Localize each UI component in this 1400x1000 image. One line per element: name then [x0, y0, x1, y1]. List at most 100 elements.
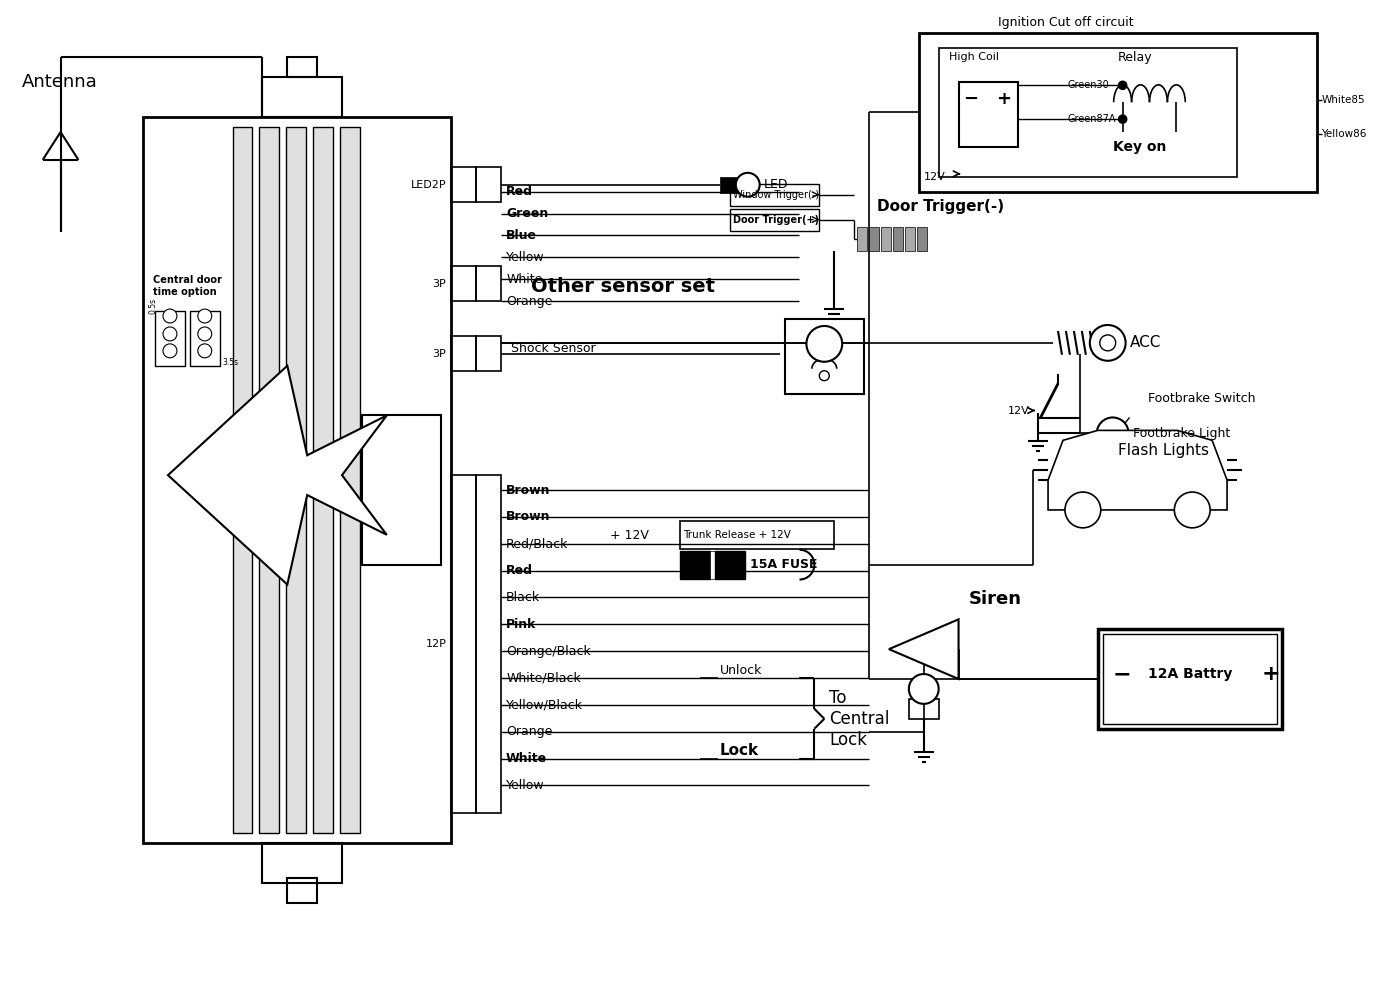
Text: Red: Red	[505, 185, 533, 198]
Bar	[287, 57, 318, 77]
Text: White: White	[505, 273, 542, 286]
Text: Pink: Pink	[505, 618, 536, 631]
Circle shape	[909, 674, 938, 704]
Circle shape	[162, 344, 176, 358]
Bar	[729, 209, 819, 231]
Circle shape	[1100, 335, 1116, 351]
Circle shape	[197, 344, 211, 358]
Text: Ignition Cut off circuit: Ignition Cut off circuit	[998, 16, 1134, 29]
Text: Orange: Orange	[505, 725, 553, 738]
Text: Shock Sensor: Shock Sensor	[511, 342, 595, 355]
Text: Siren: Siren	[969, 590, 1022, 608]
Bar	[476, 167, 501, 202]
Circle shape	[197, 327, 211, 341]
Text: −: −	[1113, 664, 1131, 684]
Circle shape	[1119, 115, 1127, 123]
Bar	[262, 843, 342, 883]
Bar	[451, 336, 476, 371]
Bar	[287, 878, 318, 903]
Bar	[857, 227, 867, 251]
Text: LED2P: LED2P	[410, 180, 447, 190]
Text: Footbrake Light: Footbrake Light	[1133, 427, 1229, 440]
Text: To
Central
Lock: To Central Lock	[829, 689, 889, 749]
Circle shape	[1089, 325, 1126, 361]
Bar	[784, 319, 864, 394]
Text: Brown: Brown	[505, 510, 550, 523]
Text: Flash Lights: Flash Lights	[1117, 443, 1208, 458]
Bar	[959, 82, 1018, 147]
Circle shape	[1175, 492, 1210, 528]
Bar	[190, 311, 220, 366]
Text: 0.5s: 0.5s	[148, 298, 157, 314]
Text: 12V: 12V	[924, 172, 945, 182]
Bar	[909, 699, 938, 719]
Text: High Coil: High Coil	[949, 52, 998, 62]
Text: Red: Red	[505, 564, 533, 577]
Bar	[1098, 629, 1282, 729]
Text: Yellow: Yellow	[505, 779, 545, 792]
Text: Key on: Key on	[1113, 140, 1166, 154]
Text: 12V: 12V	[1008, 406, 1030, 416]
Bar	[361, 415, 441, 565]
Text: Central door
time option: Central door time option	[153, 275, 223, 297]
Bar	[314, 127, 333, 833]
Polygon shape	[168, 366, 386, 585]
Circle shape	[1065, 492, 1100, 528]
Text: + 12V: + 12V	[610, 529, 650, 542]
Bar	[451, 167, 476, 202]
Text: Door Trigger(-): Door Trigger(-)	[876, 199, 1004, 214]
Text: Black: Black	[505, 591, 540, 604]
Bar	[680, 551, 710, 579]
Text: Other sensor set: Other sensor set	[531, 277, 715, 296]
Bar	[476, 266, 501, 301]
Text: Blue: Blue	[505, 229, 538, 242]
Bar	[904, 227, 914, 251]
Text: 12A Battry: 12A Battry	[1148, 667, 1232, 681]
Text: 15A FUSE: 15A FUSE	[750, 558, 818, 571]
Bar	[881, 227, 890, 251]
Text: Door Trigger(+): Door Trigger(+)	[732, 215, 819, 225]
Text: +: +	[1261, 664, 1281, 684]
Bar	[918, 33, 1316, 192]
Text: Trunk Release + 12V: Trunk Release + 12V	[683, 530, 791, 540]
Bar	[720, 177, 742, 193]
Text: Orange: Orange	[505, 295, 553, 308]
Bar	[232, 127, 252, 833]
Text: White85: White85	[1322, 95, 1365, 105]
Bar	[155, 311, 185, 366]
Bar	[710, 551, 715, 579]
Bar	[476, 475, 501, 813]
Text: 3.5s: 3.5s	[223, 358, 239, 367]
Bar	[680, 521, 834, 549]
Text: −: −	[963, 90, 979, 108]
Bar	[476, 336, 501, 371]
Circle shape	[162, 309, 176, 323]
Circle shape	[806, 326, 843, 362]
Text: Orange/Black: Orange/Black	[505, 645, 591, 658]
Text: Red/Black: Red/Black	[505, 537, 568, 550]
Bar	[1103, 634, 1277, 724]
Bar	[143, 117, 451, 843]
Text: 12P: 12P	[426, 639, 447, 649]
Text: Footbrake Switch: Footbrake Switch	[1148, 392, 1254, 405]
Circle shape	[197, 309, 211, 323]
Text: 3P: 3P	[433, 349, 447, 359]
Text: ACC: ACC	[1130, 335, 1161, 350]
Text: Green87A: Green87A	[1068, 114, 1116, 124]
Text: Brown: Brown	[505, 484, 550, 497]
Text: 3P: 3P	[433, 279, 447, 289]
Polygon shape	[1049, 430, 1226, 510]
Text: Relay: Relay	[1117, 51, 1152, 64]
Bar	[893, 227, 903, 251]
Polygon shape	[889, 619, 959, 679]
Text: Green30: Green30	[1068, 80, 1110, 90]
Text: White/Black: White/Black	[505, 672, 581, 685]
Text: Green: Green	[505, 207, 549, 220]
Text: LED: LED	[763, 178, 788, 191]
Bar	[729, 184, 819, 206]
Bar	[340, 127, 360, 833]
Bar	[715, 551, 745, 579]
Bar	[451, 266, 476, 301]
Text: Window Trigger(-): Window Trigger(-)	[732, 190, 819, 200]
Bar	[451, 475, 476, 813]
